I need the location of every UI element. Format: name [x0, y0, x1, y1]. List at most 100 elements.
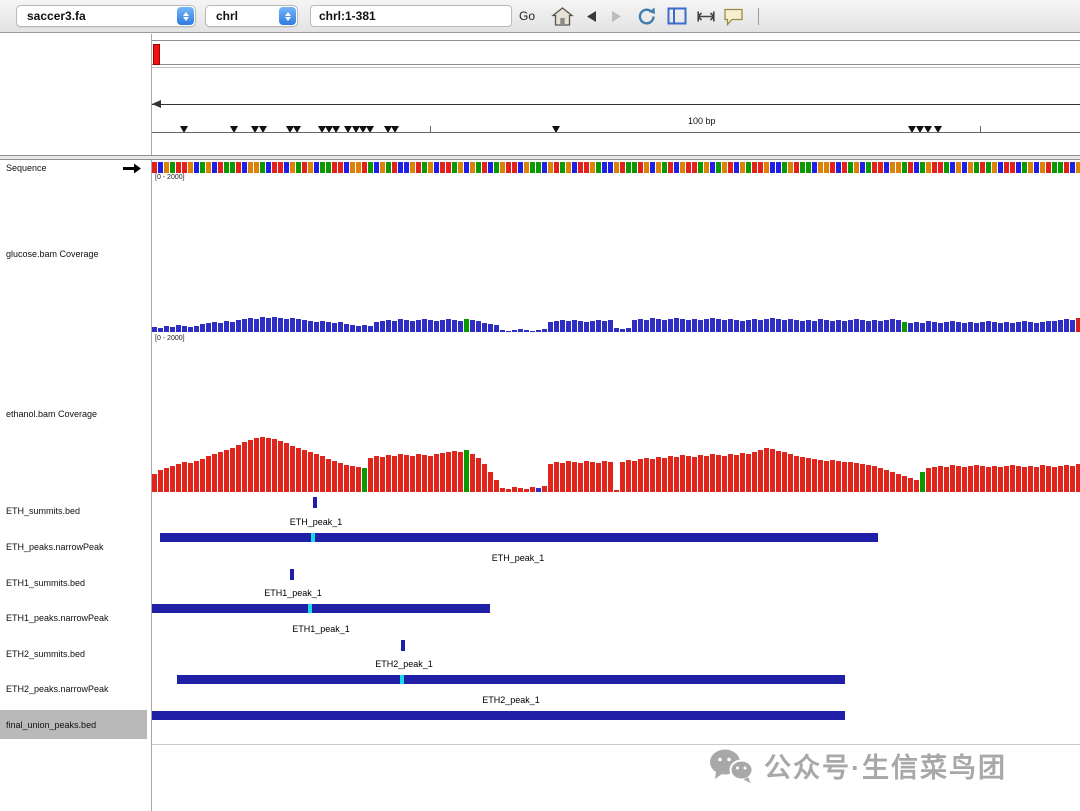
- sequence-base-C: [776, 162, 781, 173]
- go-button[interactable]: Go: [519, 9, 536, 23]
- sequence-base-C: [314, 162, 319, 173]
- glucose-coverage-bar: [920, 323, 925, 332]
- sequence-base-T: [278, 162, 283, 173]
- sequence-base-T: [332, 162, 337, 173]
- ruler-line: [152, 132, 1080, 133]
- sequence-base-G: [356, 162, 361, 173]
- ethanol-coverage-bar: [944, 467, 949, 492]
- ethanol-coverage-bar: [536, 488, 541, 492]
- glucose-coverage-bar: [446, 319, 451, 332]
- glucose-coverage-bar: [590, 321, 595, 332]
- glucose-coverage-bar: [512, 330, 517, 332]
- sequence-track[interactable]: [152, 162, 1080, 173]
- ethanol-coverage-bar: [236, 445, 241, 492]
- track-label-eth2-peaks[interactable]: ETH2_peaks.narrowPeak: [6, 684, 109, 694]
- home-icon[interactable]: [551, 6, 574, 27]
- eth1-peak-feature-summit-mark: [308, 604, 312, 613]
- sequence-base-A: [422, 162, 427, 173]
- forward-icon[interactable]: [611, 10, 623, 23]
- sequence-base-C: [344, 162, 349, 173]
- glucose-coverage-bar: [1064, 319, 1069, 332]
- sequence-base-A: [902, 162, 907, 173]
- sequence-base-T: [512, 162, 517, 173]
- sequence-base-G: [590, 162, 595, 173]
- sequence-base-G: [644, 162, 649, 173]
- track-label-glucose[interactable]: glucose.bam Coverage: [6, 249, 99, 259]
- ethanol-coverage-track[interactable]: [152, 432, 1080, 492]
- ethanol-coverage-bar: [902, 476, 907, 492]
- ethanol-coverage-bar: [1022, 467, 1027, 492]
- eth2-peak-feature[interactable]: [177, 675, 845, 684]
- ethanol-coverage-bar: [896, 474, 901, 492]
- panel-vertical-divider[interactable]: [151, 34, 152, 811]
- sequence-base-A: [746, 162, 751, 173]
- eth1-peak-feature[interactable]: [152, 604, 490, 613]
- select-stepper-icon: [177, 7, 194, 25]
- track-label-eth1-peaks[interactable]: ETH1_peaks.narrowPeak: [6, 613, 109, 623]
- glucose-coverage-bar: [842, 321, 847, 332]
- sequence-base-T: [482, 162, 487, 173]
- ethanol-coverage-bar: [764, 448, 769, 492]
- glucose-coverage-bar: [392, 321, 397, 332]
- glucose-coverage-bar: [950, 321, 955, 332]
- glucose-coverage-bar: [614, 328, 619, 332]
- ethanol-coverage-bar: [176, 464, 181, 492]
- glucose-coverage-bar: [1052, 321, 1057, 332]
- glucose-coverage-bar: [380, 321, 385, 332]
- glucose-coverage-bar: [968, 322, 973, 332]
- fit-window-icon[interactable]: [697, 9, 715, 24]
- glucose-coverage-bar: [770, 318, 775, 332]
- track-label-eth2-summits[interactable]: ETH2_summits.bed: [6, 649, 86, 659]
- sequence-base-C: [212, 162, 217, 173]
- sequence-base-A: [386, 162, 391, 173]
- ethanol-coverage-bar: [806, 458, 811, 492]
- track-label-eth-summits[interactable]: ETH_summits.bed: [6, 506, 81, 516]
- track-label-sequence[interactable]: Sequence: [6, 163, 47, 173]
- track-label-eth1-summits[interactable]: ETH1_summits.bed: [6, 578, 86, 588]
- ethanol-coverage-bar: [308, 452, 313, 492]
- feature-marker-triangle: [384, 126, 392, 133]
- locus-input[interactable]: [310, 5, 512, 27]
- sequence-base-T: [842, 162, 847, 173]
- sequence-base-G: [1028, 162, 1033, 173]
- feature-marker-triangle: [286, 126, 294, 133]
- ethanol-coverage-bar: [1064, 465, 1069, 492]
- eth1-summit-feature[interactable]: [290, 569, 294, 580]
- sequence-base-A: [626, 162, 631, 173]
- sequence-base-G: [740, 162, 745, 173]
- glucose-coverage-bar: [980, 322, 985, 332]
- glucose-coverage-bar: [1010, 323, 1015, 332]
- refresh-icon[interactable]: [636, 6, 658, 27]
- comment-icon[interactable]: [723, 8, 744, 26]
- sequence-strand-arrow-icon[interactable]: [122, 163, 142, 173]
- sequence-base-T: [338, 162, 343, 173]
- glucose-coverage-bar: [686, 320, 691, 332]
- ethanol-coverage-bar: [698, 455, 703, 492]
- glucose-coverage-track[interactable]: [152, 272, 1080, 332]
- track-label-final-union[interactable]: final_union_peaks.bed: [6, 720, 97, 730]
- ruler-tick: [430, 126, 431, 132]
- ideogram-view-marker[interactable]: [153, 44, 160, 65]
- sequence-base-T: [176, 162, 181, 173]
- ethanol-coverage-bar: [470, 454, 475, 492]
- eth-summit-feature[interactable]: [313, 497, 317, 508]
- split-divider-handle[interactable]: [0, 156, 1080, 159]
- sequence-base-A: [662, 162, 667, 173]
- chromosome-select[interactable]: chrl: [205, 5, 298, 27]
- glucose-coverage-bar: [650, 318, 655, 332]
- final-union-feature[interactable]: [152, 711, 845, 720]
- glucose-coverage-bar: [740, 321, 745, 332]
- back-icon[interactable]: [585, 10, 597, 23]
- region-window-icon[interactable]: [667, 7, 687, 25]
- ethanol-coverage-bar: [824, 461, 829, 492]
- genome-select[interactable]: saccer3.fa: [16, 5, 196, 27]
- eth2-summit-feature[interactable]: [401, 640, 405, 651]
- ethanol-coverage-bar: [218, 452, 223, 492]
- track-label-eth-peaks[interactable]: ETH_peaks.narrowPeak: [6, 542, 104, 552]
- eth-peak-feature[interactable]: [160, 533, 878, 542]
- ethanol-coverage-bar: [314, 454, 319, 492]
- sequence-base-A: [230, 162, 235, 173]
- sequence-base-G: [350, 162, 355, 173]
- track-label-ethanol[interactable]: ethanol.bam Coverage: [6, 409, 98, 419]
- glucose-coverage-bar: [1028, 322, 1033, 332]
